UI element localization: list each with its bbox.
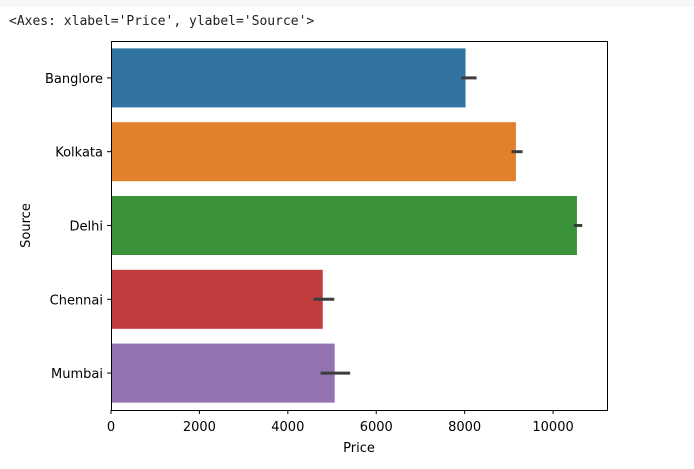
x-tick-label: 10000	[532, 420, 573, 435]
y-tick-label: Chennai	[50, 293, 103, 308]
y-axis-label: Source	[19, 203, 34, 248]
x-tick-label: 2000	[183, 420, 216, 435]
bars-group	[111, 48, 577, 403]
bar-kolkata	[111, 122, 516, 182]
y-axis-ticks: Banglore Kolkata Delhi Chennai Mumbai	[45, 72, 111, 382]
x-tick-label: 8000	[448, 420, 481, 435]
error-bars-group	[313, 76, 583, 375]
y-tick-label: Banglore	[45, 72, 103, 87]
x-tick-label: 4000	[271, 420, 304, 435]
plot-frame	[111, 41, 608, 411]
y-tick-label: Delhi	[70, 220, 103, 235]
y-tick-label: Kolkata	[55, 146, 103, 161]
bar-banglore	[111, 48, 466, 108]
cell-output-text: <Axes: xlabel='Price', ylabel='Source'>	[9, 14, 315, 29]
bar-delhi	[111, 195, 577, 256]
bar-mumbai	[111, 343, 335, 403]
y-tick-label: Mumbai	[51, 367, 103, 382]
bar-chennai	[111, 269, 323, 329]
x-axis-label: Price	[343, 441, 375, 456]
x-axis-ticks: 0 2000 4000 6000 8000 10000	[107, 410, 574, 435]
x-tick-label: 0	[107, 420, 115, 435]
notebook-top-strip	[0, 0, 694, 7]
x-tick-label: 6000	[360, 420, 393, 435]
